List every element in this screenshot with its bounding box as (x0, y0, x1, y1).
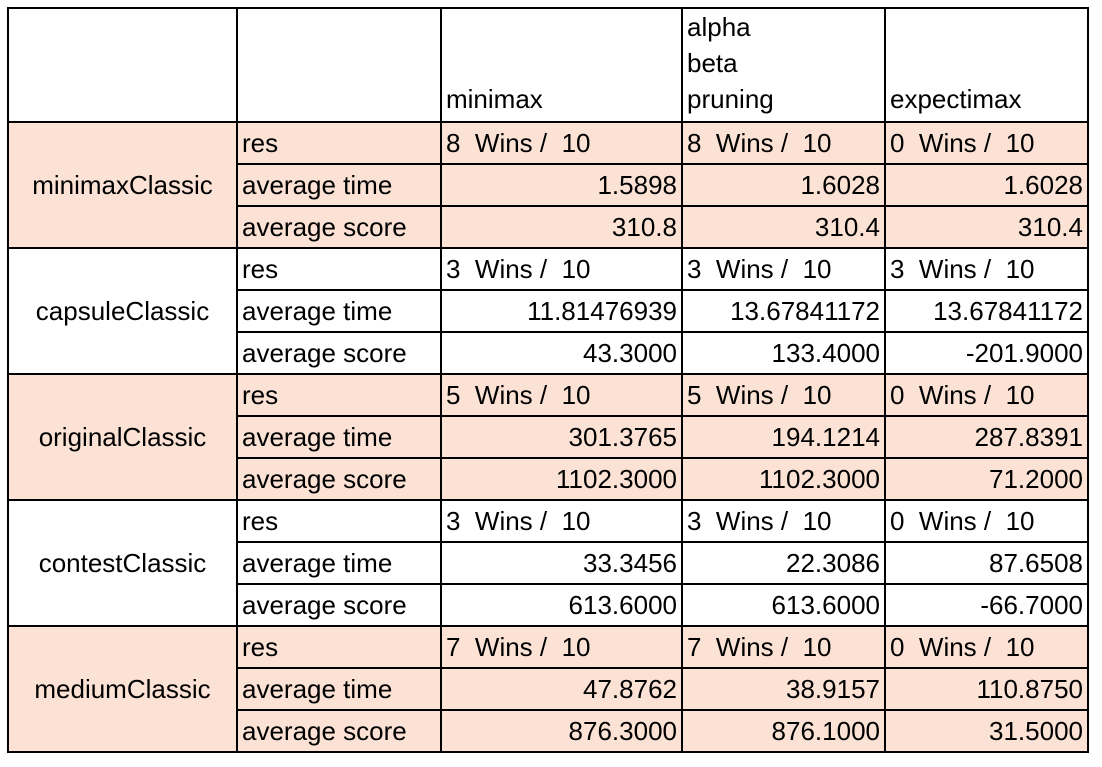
table-row: mediumClassic res 7 Wins / 10 7 Wins / 10 0 … (7, 625, 1089, 753)
table-row: average score 43.3000 133.4000 -201.9000 (8, 331, 1089, 375)
value-cell[interactable]: 876.3000 (440, 709, 683, 753)
value-cell[interactable]: 5 Wins / 10 (681, 373, 886, 417)
group-label-cell[interactable]: originalClassic (7, 373, 238, 501)
table-row: average time 33.3456 22.3086 87.6508 (8, 541, 1089, 585)
metric-cell[interactable]: average time (236, 163, 442, 207)
table-row: average time 1.5898 1.6028 1.6028 (8, 163, 1089, 207)
group-label-cell[interactable]: capsuleClassic (7, 247, 238, 375)
value-cell[interactable]: 3 Wins / 10 (681, 247, 886, 291)
table-row: average time 301.3765 194.1214 287.8391 (8, 415, 1089, 459)
value-cell[interactable]: 133.4000 (681, 331, 886, 375)
header-cell-expectimax[interactable]: expectimax (884, 7, 1089, 123)
metric-cell[interactable]: average time (236, 541, 442, 585)
value-cell[interactable]: 301.3765 (440, 415, 683, 459)
value-cell[interactable]: 47.8762 (440, 667, 683, 711)
value-cell[interactable]: 287.8391 (884, 415, 1089, 459)
value-cell[interactable]: 1.6028 (681, 163, 886, 207)
value-cell[interactable]: 876.1000 (681, 709, 886, 753)
value-cell[interactable]: 7 Wins / 10 (440, 625, 683, 669)
value-cell[interactable]: 1.5898 (440, 163, 683, 207)
metric-cell[interactable]: average score (236, 457, 442, 501)
value-cell[interactable]: 1102.3000 (681, 457, 886, 501)
value-cell[interactable]: 8 Wins / 10 (440, 121, 683, 165)
metric-cell[interactable]: res (236, 499, 442, 543)
metric-cell[interactable]: res (236, 625, 442, 669)
table-row: capsuleClassic res 3 Wins / 10 3 Wins / 10 3… (7, 247, 1089, 375)
value-cell[interactable]: -66.7000 (884, 583, 1089, 627)
value-cell[interactable]: 31.5000 (884, 709, 1089, 753)
group-label-cell[interactable]: minimaxClassic (7, 121, 238, 249)
table-row: contestClassic res 3 Wins / 10 3 Wins / 10 0… (7, 499, 1089, 627)
results-table: minimax alpha beta pruning expectimax mi… (7, 7, 1089, 753)
metric-cell[interactable]: average time (236, 289, 442, 333)
value-cell[interactable]: 194.1214 (681, 415, 886, 459)
value-cell[interactable]: 0 Wins / 10 (884, 373, 1089, 417)
value-cell[interactable]: 11.81476939 (440, 289, 683, 333)
value-cell[interactable]: 310.4 (681, 205, 886, 249)
table-row: average score 876.3000 876.1000 31.5000 (8, 709, 1089, 753)
table-row: average score 613.6000 613.6000 -66.7000 (8, 583, 1089, 627)
metric-cell[interactable]: average score (236, 709, 442, 753)
value-cell[interactable]: 613.6000 (681, 583, 886, 627)
table-row: originalClassic res 5 Wins / 10 5 Wins / 10… (7, 373, 1089, 501)
value-cell[interactable]: 0 Wins / 10 (884, 499, 1089, 543)
value-cell[interactable]: 13.67841172 (681, 289, 886, 333)
group-label-cell[interactable]: contestClassic (7, 499, 238, 627)
metric-cell[interactable]: res (236, 247, 442, 291)
value-cell[interactable]: 8 Wins / 10 (681, 121, 886, 165)
value-cell[interactable]: 0 Wins / 10 (884, 625, 1089, 669)
value-cell[interactable]: 0 Wins / 10 (884, 121, 1089, 165)
value-cell[interactable]: 1102.3000 (440, 457, 683, 501)
metric-cell[interactable]: res (236, 373, 442, 417)
table-row: average score 1102.3000 1102.3000 71.2000 (8, 457, 1089, 501)
table-row: average time 47.8762 38.9157 110.8750 (8, 667, 1089, 711)
metric-cell[interactable]: average time (236, 415, 442, 459)
value-cell[interactable]: 110.8750 (884, 667, 1089, 711)
value-cell[interactable]: 7 Wins / 10 (681, 625, 886, 669)
metric-cell[interactable]: average time (236, 667, 442, 711)
header-cell-layout[interactable] (7, 7, 238, 123)
metric-cell[interactable]: average score (236, 331, 442, 375)
group-label-cell[interactable]: mediumClassic (7, 625, 238, 753)
value-cell[interactable]: 3 Wins / 10 (440, 247, 683, 291)
value-cell[interactable]: -201.9000 (884, 331, 1089, 375)
value-cell[interactable]: 5 Wins / 10 (440, 373, 683, 417)
value-cell[interactable]: 71.2000 (884, 457, 1089, 501)
value-cell[interactable]: 310.8 (440, 205, 683, 249)
header-cell-alpha-beta-pruning[interactable]: alpha beta pruning (681, 7, 886, 123)
value-cell[interactable]: 22.3086 (681, 541, 886, 585)
table-row: average score 310.8 310.4 310.4 (8, 205, 1089, 249)
header-cell-metric[interactable] (236, 7, 442, 123)
value-cell[interactable]: 1.6028 (884, 163, 1089, 207)
value-cell[interactable]: 3 Wins / 10 (884, 247, 1089, 291)
table-row: minimaxClassic res 8 Wins / 10 8 Wins / 10 0… (7, 121, 1089, 249)
value-cell[interactable]: 87.6508 (884, 541, 1089, 585)
value-cell[interactable]: 43.3000 (440, 331, 683, 375)
header-cell-minimax[interactable]: minimax (440, 7, 683, 123)
value-cell[interactable]: 3 Wins / 10 (681, 499, 886, 543)
table-row: average time 11.81476939 13.67841172 13.678… (8, 289, 1089, 333)
metric-cell[interactable]: average score (236, 583, 442, 627)
value-cell[interactable]: 310.4 (884, 205, 1089, 249)
header-row: minimax alpha beta pruning expectimax (7, 7, 1089, 123)
metric-cell[interactable]: res (236, 121, 442, 165)
value-cell[interactable]: 38.9157 (681, 667, 886, 711)
value-cell[interactable]: 613.6000 (440, 583, 683, 627)
value-cell[interactable]: 33.3456 (440, 541, 683, 585)
value-cell[interactable]: 13.67841172 (884, 289, 1089, 333)
value-cell[interactable]: 3 Wins / 10 (440, 499, 683, 543)
metric-cell[interactable]: average score (236, 205, 442, 249)
